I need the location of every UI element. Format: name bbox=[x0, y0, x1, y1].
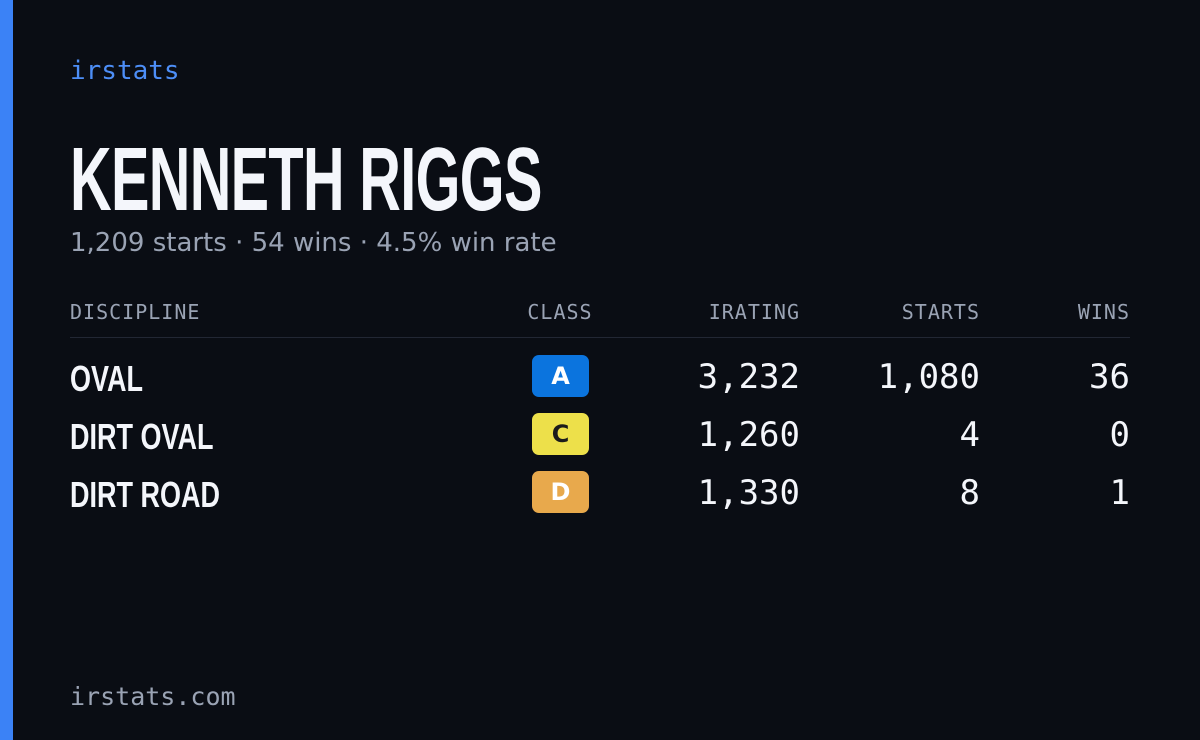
column-header: WINS bbox=[1077, 300, 1130, 324]
wins: 1 bbox=[1109, 473, 1130, 513]
column-header: IRATING bbox=[708, 300, 800, 324]
irating: 1,330 bbox=[697, 473, 800, 513]
driver-summary: 1,209 starts · 54 wins · 4.5% win rate bbox=[70, 228, 557, 258]
starts: 1,080 bbox=[877, 357, 980, 397]
starts: 8 bbox=[959, 473, 980, 513]
header-divider bbox=[70, 337, 1130, 338]
brand: irstats bbox=[70, 56, 180, 86]
irating: 1,260 bbox=[697, 415, 800, 455]
class-badge: A bbox=[532, 355, 589, 397]
accent-bar bbox=[0, 0, 13, 740]
irating: 3,232 bbox=[697, 357, 800, 397]
starts: 4 bbox=[959, 415, 980, 455]
wins: 36 bbox=[1089, 357, 1130, 397]
footer-url: irstats.com bbox=[70, 682, 236, 711]
class-badge: D bbox=[532, 471, 589, 513]
wins: 0 bbox=[1109, 415, 1130, 455]
column-header: STARTS bbox=[901, 300, 980, 324]
driver-name: KENNETH RIGGS bbox=[70, 130, 542, 230]
discipline: OVAL bbox=[70, 358, 144, 399]
column-header: DISCIPLINE bbox=[70, 300, 201, 324]
column-header: CLASS bbox=[527, 300, 593, 324]
discipline: DIRT OVAL bbox=[70, 416, 214, 457]
discipline: DIRT ROAD bbox=[70, 474, 220, 515]
class-badge: C bbox=[532, 413, 589, 455]
